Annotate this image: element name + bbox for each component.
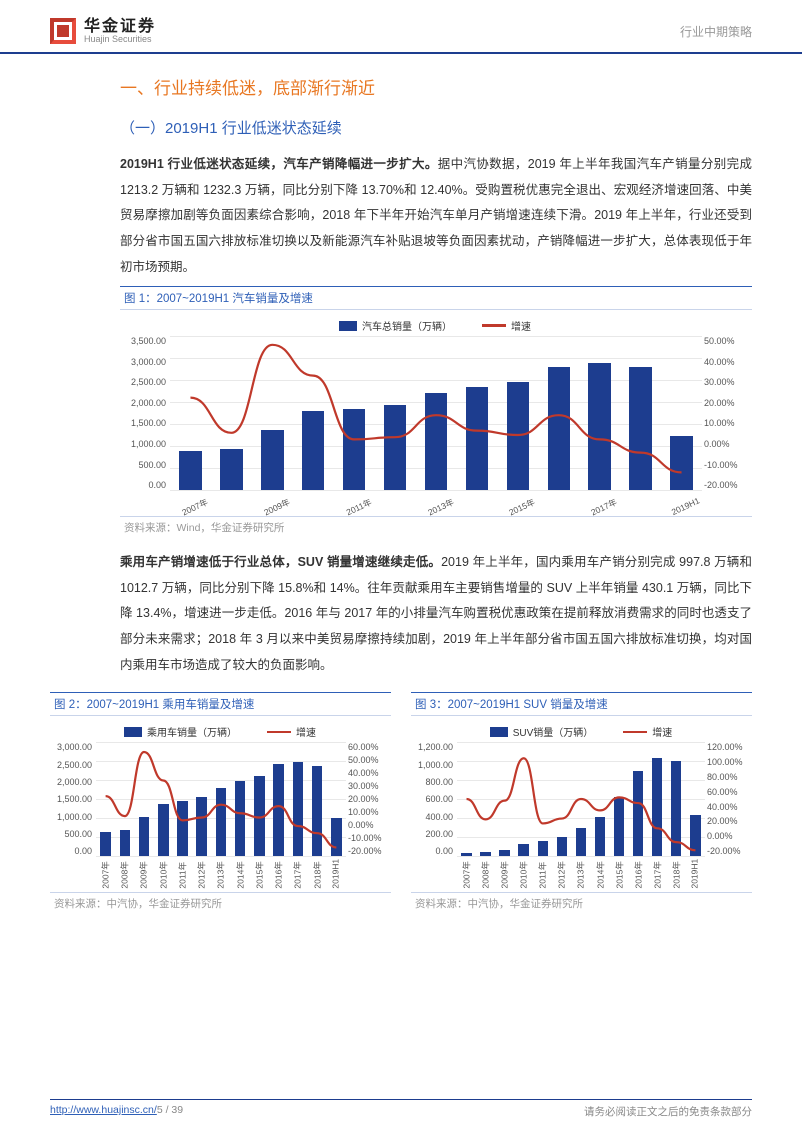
bar [466, 387, 489, 490]
chart-3-canvas: SUV销量（万辆） 增速 1,200.001,000.00800.00600.004… [411, 720, 751, 890]
header-category: 行业中期策略 [680, 23, 752, 40]
bar [425, 393, 448, 490]
y-axis-right: 50.00%40.00%30.00%20.00%10.00%0.00%-10.0… [704, 336, 750, 490]
para2-body: 2019 年上半年，国内乘用车产销分别完成 997.8 万辆和 1012.7 万… [120, 555, 752, 672]
chart-1: 图 1：2007~2019H1 汽车销量及增速 汽车总销量（万辆） 增速 3,500… [50, 286, 752, 538]
chart-legend: 汽车总销量（万辆） 增速 [120, 314, 750, 337]
bar [196, 797, 207, 856]
bar [343, 409, 366, 490]
chart-2-title: 图 2：2007~2019H1 乘用车销量及增速 [50, 692, 391, 716]
bar [261, 430, 284, 490]
bar [670, 436, 693, 490]
section-heading-1: 一、行业持续低迷，底部渐行渐近 [50, 74, 752, 99]
bar [384, 405, 407, 490]
bar [139, 817, 150, 856]
logo-cn-text: 华金证券 [84, 19, 156, 35]
bar [177, 801, 188, 856]
bars [170, 336, 702, 490]
legend-line: 增速 [482, 318, 531, 333]
y-axis-left: 1,200.001,000.00800.00600.00400.00200.00… [411, 742, 453, 856]
y-axis-right: 120.00%100.00%80.00%60.00%40.00%20.00%0.… [707, 742, 751, 856]
bar [614, 797, 624, 856]
bar [548, 367, 571, 490]
bar [652, 758, 662, 856]
bars [96, 742, 346, 856]
bar [254, 776, 265, 856]
bar [507, 382, 530, 490]
bar [216, 788, 227, 856]
x-axis: 2007年2008年2009年2010年2011年2012年2013年2014年… [457, 856, 705, 885]
bar [179, 451, 202, 490]
bar [588, 363, 611, 490]
bar [273, 764, 284, 857]
footer-disclaimer: 请务必阅读正文之后的免责条款部分 [584, 1104, 752, 1119]
footer-page: 5 / 39 [157, 1104, 183, 1116]
chart-1-canvas: 汽车总销量（万辆） 增速 3,500.003,000.002,500.002,000… [120, 314, 750, 514]
paragraph-2: 乘用车产销增速低于行业总体，SUV 销量增速继续走低。2019 年上半年，国内乘… [50, 550, 752, 678]
chart-2: 图 2：2007~2019H1 乘用车销量及增速 乘用车销量（万辆） 增速 3,00… [50, 692, 391, 914]
chart-3-title: 图 3：2007~2019H1 SUV 销量及增速 [411, 692, 752, 716]
bar [671, 761, 681, 856]
bar [293, 762, 304, 856]
bar [538, 841, 548, 856]
section-subheading-1: （一）2019H1 行业低迷状态延续 [50, 117, 752, 138]
chart-row-2: 图 2：2007~2019H1 乘用车销量及增速 乘用车销量（万辆） 增速 3,00… [50, 686, 752, 914]
para1-body: 据中汽协数据，2019 年上半年我国汽车产销量分别完成 1213.2 万辆和 1… [120, 157, 752, 274]
bar [557, 837, 567, 856]
bar [629, 367, 652, 491]
bar [100, 832, 111, 856]
logo-en-text: Huajin Securities [84, 35, 156, 44]
chart-3-source: 资料来源：中汽协，华金证券研究所 [411, 892, 752, 914]
logo-icon [50, 18, 76, 44]
y-axis-left: 3,000.002,500.002,000.001,500.001,000.00… [50, 742, 92, 856]
x-axis: 2007年2008年2009年2010年2011年2012年2013年2014年… [96, 856, 346, 885]
bar [633, 771, 643, 857]
bar [518, 844, 528, 856]
bar [595, 817, 605, 856]
legend-bar: 汽车总销量（万辆） [339, 318, 452, 333]
chart-1-title: 图 1：2007~2019H1 汽车销量及增速 [120, 286, 752, 310]
para1-lead: 2019H1 行业低迷状态延续，汽车产销降幅进一步扩大。 [120, 157, 438, 171]
chart-2-source: 资料来源：中汽协，华金证券研究所 [50, 892, 391, 914]
legend-bar: 乘用车销量（万辆） [124, 724, 237, 739]
chart-2-canvas: 乘用车销量（万辆） 增速 3,000.002,500.002,000.001,500… [50, 720, 390, 890]
bar [235, 781, 246, 856]
bar [690, 815, 700, 856]
logo: 华金证券 Huajin Securities [50, 18, 156, 44]
bar [576, 828, 586, 857]
bars [457, 742, 705, 856]
footer-url[interactable]: http://www.huajinsc.cn/ [50, 1104, 157, 1116]
y-axis-right: 60.00%50.00%40.00%30.00%20.00%10.00%0.00… [348, 742, 390, 856]
chart-3: 图 3：2007~2019H1 SUV 销量及增速 SUV销量（万辆） 增速 1,2… [411, 692, 752, 914]
bar [331, 818, 342, 856]
y-axis-left: 3,500.003,000.002,500.002,000.001,500.00… [120, 336, 166, 490]
bar [120, 830, 131, 856]
chart-legend: SUV销量（万辆） 增速 [411, 720, 751, 743]
bar [312, 766, 323, 856]
bar [220, 449, 243, 490]
bar [158, 804, 169, 856]
chart-legend: 乘用车销量（万辆） 增速 [50, 720, 390, 743]
legend-line: 增速 [623, 724, 672, 739]
paragraph-1: 2019H1 行业低迷状态延续，汽车产销降幅进一步扩大。据中汽协数据，2019 … [50, 152, 752, 280]
chart-1-source: 资料来源：Wind，华金证券研究所 [120, 516, 752, 538]
page-header: 华金证券 Huajin Securities 行业中期策略 [0, 0, 802, 54]
footer-left: http://www.huajinsc.cn/5 / 39 [50, 1104, 183, 1119]
legend-bar: SUV销量（万辆） [490, 724, 594, 739]
bar [302, 411, 325, 491]
legend-line: 增速 [267, 724, 316, 739]
x-axis: 2007年 2009年 2011年 2013年 2015年 2017年 2019… [170, 490, 702, 505]
page-footer: http://www.huajinsc.cn/5 / 39 请务必阅读正文之后的… [50, 1099, 752, 1119]
para2-lead: 乘用车产销增速低于行业总体，SUV 销量增速继续走低。 [120, 555, 441, 569]
